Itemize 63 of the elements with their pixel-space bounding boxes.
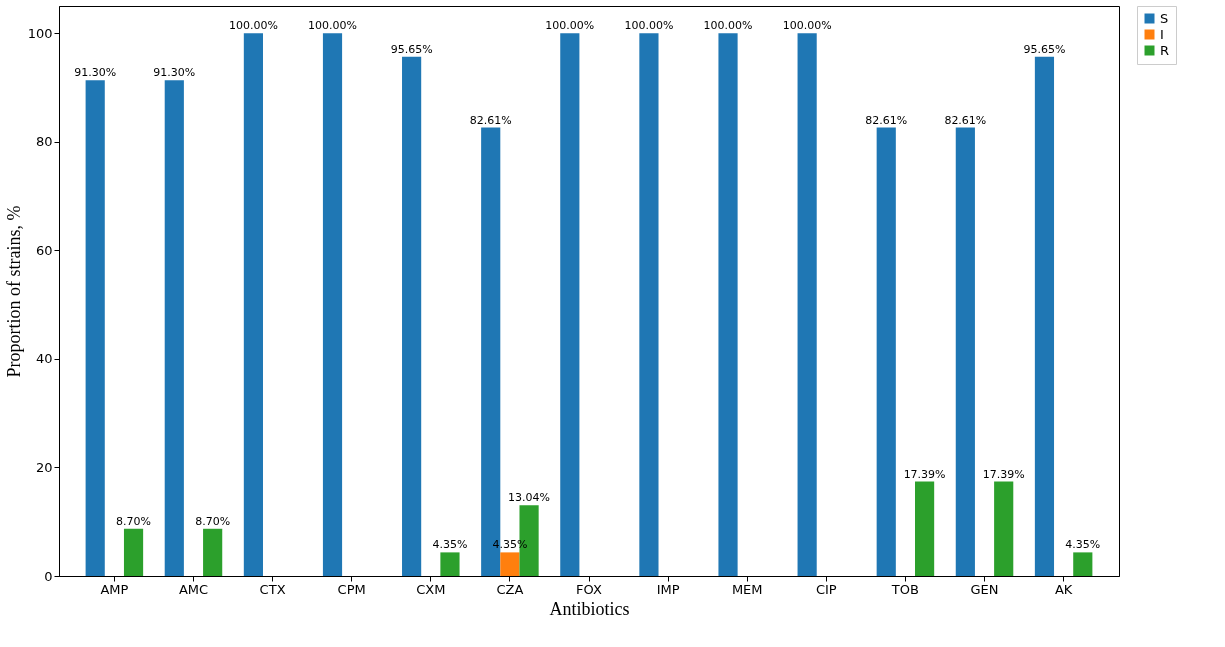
y-tick-label: 40 (35, 351, 53, 367)
data-label: 13.04% (508, 491, 551, 505)
bar (500, 552, 520, 576)
bar (243, 33, 263, 576)
data-label: 100.00% (782, 19, 832, 33)
data-label: 8.70% (195, 514, 231, 528)
bar (639, 33, 659, 576)
data-label: 82.61% (865, 113, 908, 127)
x-tick-label: CTX (259, 581, 286, 597)
data-label: 4.35% (1065, 538, 1101, 552)
y-axis-title: Proportion of strains, % (3, 205, 24, 378)
data-label: 82.61% (944, 113, 987, 127)
bar (915, 481, 935, 576)
bar (402, 56, 422, 576)
data-label: 91.30% (153, 66, 196, 80)
data-label: 100.00% (308, 19, 357, 33)
bar (718, 33, 738, 576)
bar (994, 481, 1014, 576)
x-tick-label: AMP (100, 581, 129, 597)
data-label: 95.65% (1023, 42, 1066, 56)
data-label: 82.61% (469, 113, 512, 127)
x-tick-label: TOB (890, 581, 919, 597)
bar (440, 552, 460, 576)
y-tick-label: 60 (35, 242, 53, 258)
x-tick-label: CPM (337, 581, 366, 597)
x-tick-label: AMC (178, 581, 209, 597)
bar (1034, 56, 1055, 576)
bar (164, 80, 184, 576)
bar (955, 127, 975, 576)
bar (322, 33, 343, 576)
y-tick-label: 0 (44, 568, 53, 584)
y-tick-label: 80 (35, 134, 53, 150)
data-label: 91.30% (74, 66, 117, 80)
x-tick-label: GEN (970, 581, 999, 597)
bar (123, 528, 144, 576)
x-tick-label: AK (1054, 581, 1073, 597)
data-label: 100.00% (228, 19, 278, 33)
legend-label: S (1160, 10, 1169, 26)
x-tick-label: CZA (496, 581, 524, 597)
x-tick-label: IMP (656, 581, 680, 597)
data-label: 95.65% (390, 42, 433, 56)
data-label: 100.00% (545, 19, 595, 33)
data-label: 4.35% (432, 538, 468, 552)
legend-label: I (1160, 26, 1164, 42)
data-label: 8.70% (116, 514, 152, 528)
legend-label: R (1160, 42, 1170, 58)
x-tick-label: CIP (815, 581, 837, 597)
data-label: 17.39% (982, 467, 1025, 481)
bar (1073, 552, 1093, 576)
x-tick-label: MEM (731, 581, 763, 597)
x-axis-title: Antibiotics (549, 598, 630, 619)
y-tick-label: 20 (35, 459, 53, 475)
bar (797, 33, 817, 576)
bar (203, 528, 223, 576)
x-tick-label: FOX (576, 581, 602, 597)
bar (85, 80, 105, 576)
bar (560, 33, 580, 576)
data-label: 17.39% (903, 467, 946, 481)
data-label: 100.00% (703, 19, 753, 33)
data-label: 100.00% (624, 19, 674, 33)
y-tick-label: 100 (27, 25, 53, 41)
bar (876, 127, 896, 576)
x-tick-label: CXM (416, 581, 446, 597)
